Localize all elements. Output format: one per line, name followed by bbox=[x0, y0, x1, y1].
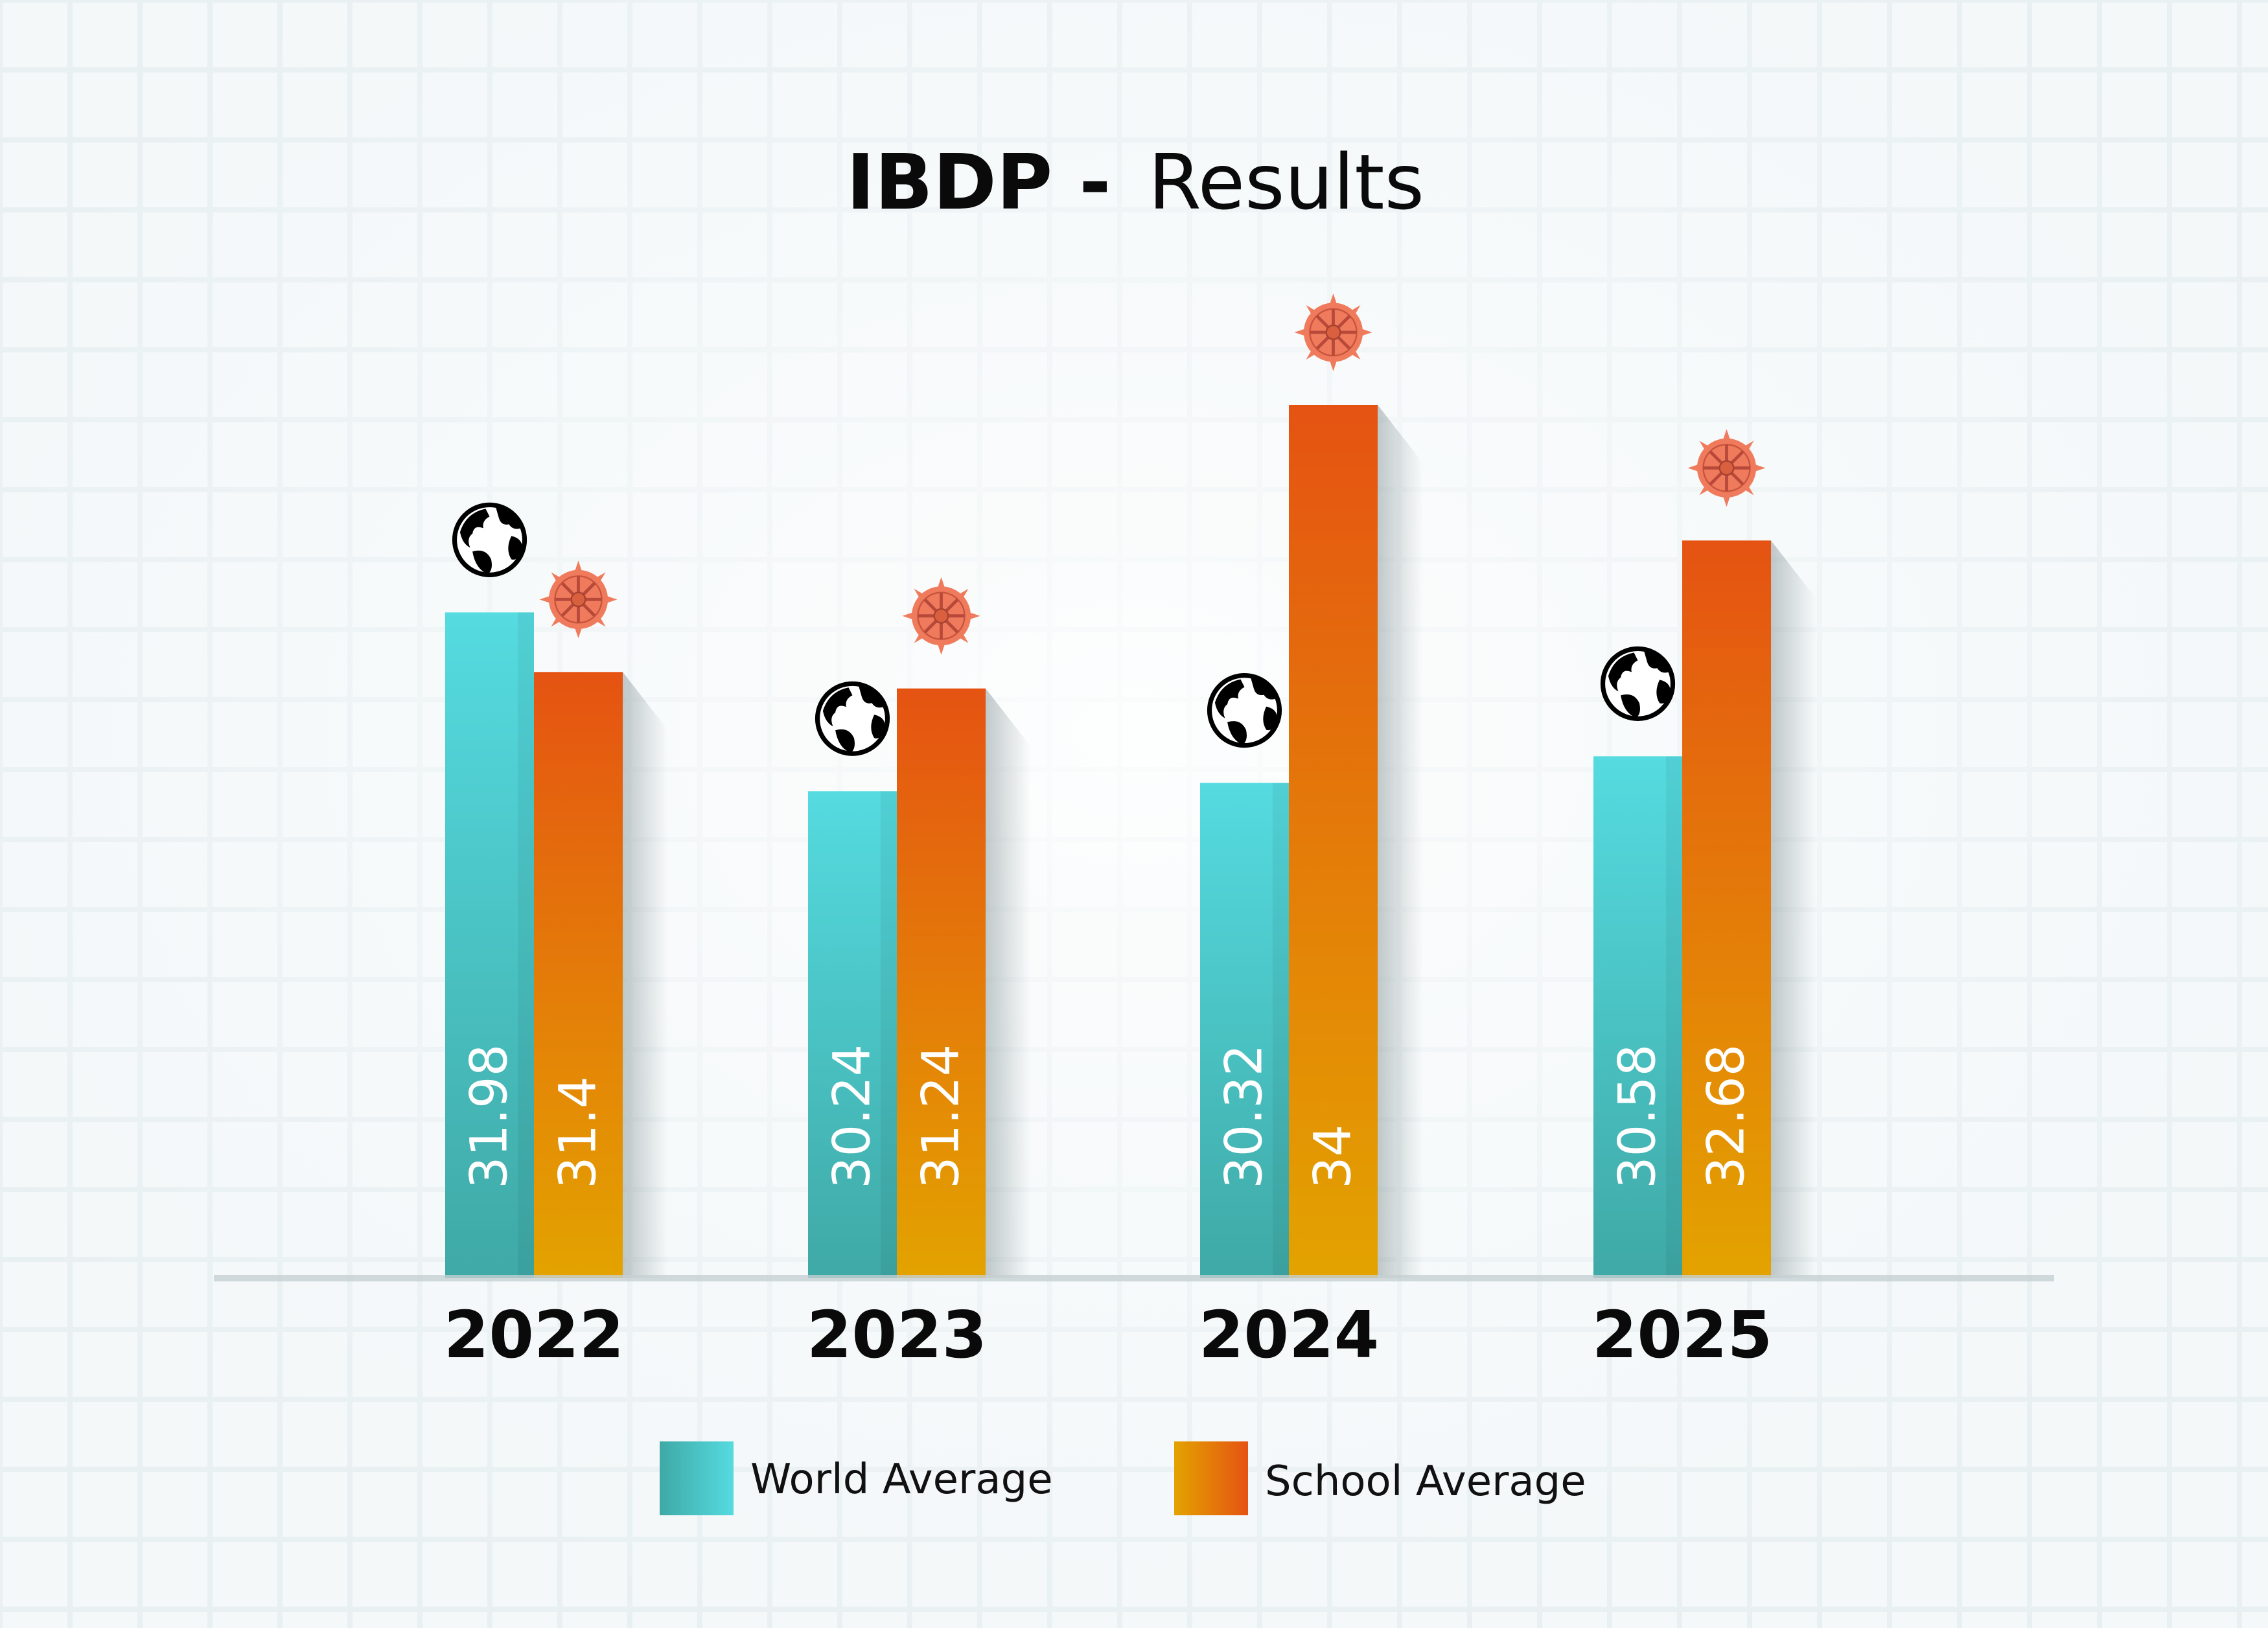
dharma-wheel-icon bbox=[1295, 293, 1372, 371]
chart-title: IBDP - Results bbox=[846, 137, 1424, 227]
dharma-wheel-icon bbox=[540, 560, 618, 638]
bar-edge-shade bbox=[881, 791, 897, 1278]
value-label-school-average-2024: 34 bbox=[1304, 1125, 1363, 1189]
bar-world-average-2022 bbox=[445, 612, 534, 1279]
x-axis-labels: 2022 2023 2024 2025 bbox=[444, 1297, 1772, 1373]
bar-edge-shade bbox=[1273, 783, 1289, 1278]
value-label-world-average-2022: 31.98 bbox=[461, 1044, 519, 1189]
bar-school-average-2022 bbox=[534, 672, 623, 1278]
globe-icon bbox=[455, 505, 525, 575]
bar-shadow bbox=[1771, 540, 1816, 1279]
bar-edge-shade bbox=[1666, 756, 1682, 1278]
bar-shadow bbox=[1378, 405, 1423, 1278]
globe-icon bbox=[1210, 676, 1280, 746]
legend-label-school-average: School Average bbox=[1265, 1458, 1586, 1506]
legend-item-world-average: World Average bbox=[660, 1441, 1053, 1515]
x-tick-label-2025: 2025 bbox=[1592, 1297, 1772, 1373]
baseline-shadow bbox=[214, 1275, 2054, 1281]
value-label-school-average-2025: 32.68 bbox=[1698, 1044, 1756, 1189]
value-label-school-average-2022: 31.4 bbox=[550, 1076, 608, 1189]
x-tick-label-2022: 2022 bbox=[444, 1297, 624, 1373]
x-tick-label-2024: 2024 bbox=[1199, 1297, 1379, 1373]
value-label-world-average-2023: 30.24 bbox=[824, 1044, 882, 1189]
legend-label-world-average: World Average bbox=[750, 1456, 1053, 1504]
x-tick-label-2023: 2023 bbox=[807, 1297, 987, 1373]
bar-world-average-2025 bbox=[1593, 756, 1682, 1278]
bar-world-average-2023 bbox=[808, 791, 897, 1278]
bar-school-average-2023 bbox=[897, 688, 986, 1278]
value-label-school-average-2023: 31.24 bbox=[912, 1044, 971, 1189]
bars-layer: 31.98 31.4 30.24 31.24 30.32 34 30.58 32.68 bbox=[445, 293, 1816, 1279]
bar-school-average-2025 bbox=[1682, 540, 1771, 1279]
value-label-world-average-2025: 30.58 bbox=[1609, 1044, 1667, 1189]
legend-swatch-school-average bbox=[1174, 1441, 1248, 1515]
legend-swatch-world-average bbox=[660, 1441, 734, 1515]
globe-icon bbox=[1603, 648, 1673, 718]
bar-school-average-2024 bbox=[1289, 405, 1378, 1278]
chart-title-regular: Results bbox=[1148, 137, 1424, 227]
legend-item-school-average: School Average bbox=[1174, 1441, 1586, 1515]
legend: World Average School Average bbox=[660, 1441, 1586, 1515]
chart-title-bold: IBDP - bbox=[846, 137, 1111, 227]
dharma-wheel-icon bbox=[1688, 429, 1766, 507]
bar-shadow bbox=[623, 672, 668, 1278]
bar-edge-shade bbox=[518, 612, 534, 1279]
dharma-wheel-icon bbox=[903, 577, 980, 655]
globe-icon bbox=[818, 683, 888, 753]
value-label-world-average-2024: 30.32 bbox=[1216, 1044, 1274, 1189]
bar-shadow bbox=[986, 688, 1031, 1278]
bar-world-average-2024 bbox=[1200, 783, 1289, 1278]
